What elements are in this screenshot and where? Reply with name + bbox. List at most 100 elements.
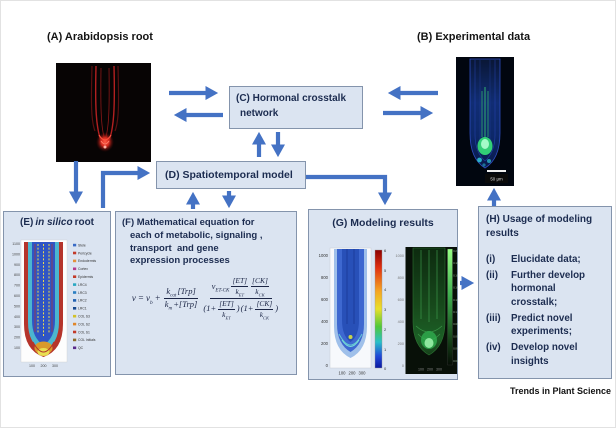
- box-hormonal-crosstalk-network: (C) Hormonal crosstalk network: [229, 86, 363, 129]
- svg-text:400: 400: [14, 315, 20, 319]
- arrow-d-to-g: [306, 174, 393, 206]
- svg-text:1000: 1000: [12, 252, 20, 256]
- svg-text:COL S3: COL S3: [78, 315, 90, 319]
- g-left-colorbar: [374, 249, 383, 369]
- svg-text:0.02: 0.02: [453, 359, 459, 363]
- journal-name: Trends in Plant Science: [509, 386, 611, 396]
- g-right-y-axis: 1000 800 600 400 200 0: [396, 254, 404, 368]
- panel-b-title: (B) Experimental data: [417, 31, 531, 43]
- svg-text:100: 100: [418, 368, 424, 372]
- svg-text:800: 800: [321, 275, 329, 280]
- panel-a-title: (A) Arabidopsis root: [47, 31, 153, 43]
- svg-text:4: 4: [384, 287, 387, 292]
- box-in-silico-root: (E) in silico root 1100 1000 900 800 700 6…: [3, 211, 111, 377]
- svg-text:200: 200: [321, 341, 329, 346]
- svg-text:100: 100: [29, 364, 35, 368]
- box-f-title-line: each of metabolic, signaling ,: [130, 229, 263, 241]
- svg-text:800: 800: [14, 273, 20, 277]
- box-h-items: (i) Elucidate data; (ii) Further develop…: [486, 253, 604, 368]
- svg-text:0.14: 0.14: [453, 286, 459, 290]
- svg-text:300: 300: [52, 364, 58, 368]
- rate-equation: v = vb + kcat [Trp] km +[Trp] vET-CK [ET] kE…: [131, 276, 279, 321]
- svg-text:400: 400: [398, 320, 404, 324]
- svg-text:COL S2: COL S2: [78, 322, 90, 326]
- scale-bar: [487, 170, 506, 172]
- modeling-results-heatmaps: 1000 800 600 400 200 0 100 200 300: [319, 247, 459, 376]
- arrow-e-to-d: [100, 165, 151, 208]
- h-item-num: (iii): [486, 312, 501, 324]
- h-item-num: (ii): [486, 270, 498, 282]
- box-usage-of-modeling-results: (H) Usage of modeling results (i) Elucid…: [478, 206, 612, 379]
- svg-text:1000: 1000: [319, 253, 329, 258]
- svg-text:0.16: 0.16: [453, 273, 459, 277]
- box-c-line1: (C) Hormonal crosstalk: [236, 93, 347, 104]
- red-fluorescence-root: [56, 63, 151, 162]
- box-e-title: (E) in silico root: [4, 217, 110, 228]
- box-modeling-results: (G) Modeling results: [308, 209, 459, 380]
- svg-text:900: 900: [14, 263, 20, 267]
- g-left-colorbar-ticks: 6 5 4 3 2 1 0: [384, 248, 387, 371]
- h-item-num: (i): [486, 254, 496, 265]
- svg-text:COL S1: COL S1: [78, 330, 90, 334]
- e-plot-x-axis: 100 200 300: [29, 364, 58, 368]
- g-right-colorbar: [447, 248, 453, 366]
- box-d-label: (D) Spatiotemporal model: [165, 169, 293, 181]
- g-left-root-heatmap: [334, 249, 367, 358]
- svg-text:300: 300: [436, 368, 442, 372]
- svg-text:500: 500: [14, 304, 20, 308]
- svg-text:6: 6: [384, 248, 387, 253]
- e-root-shape: [24, 242, 63, 357]
- svg-text:LRC2: LRC2: [78, 299, 87, 303]
- crosstalk-fraction: vET-CK [ET] kET [CK] kCK (1+ [ET] kET ) (1+…: [203, 276, 279, 321]
- svg-text:1100: 1100: [12, 242, 20, 246]
- svg-text:0.1: 0.1: [453, 310, 457, 314]
- svg-text:0.2: 0.2: [453, 249, 457, 253]
- box-g-title: (G) Modeling results: [332, 217, 434, 229]
- svg-text:LRC1: LRC1: [78, 307, 87, 311]
- svg-text:300: 300: [359, 371, 367, 376]
- h-item-text: Elucidate data;: [511, 254, 581, 265]
- svg-text:700: 700: [14, 284, 20, 288]
- box-c-line2: network: [240, 108, 279, 119]
- svg-text:200: 200: [427, 368, 433, 372]
- svg-text:0: 0: [384, 366, 387, 371]
- svg-text:Pericycle: Pericycle: [78, 251, 92, 255]
- svg-text:0.06: 0.06: [453, 334, 459, 338]
- box-e-suffix: root: [74, 217, 95, 228]
- box-e-prefix: (E): [19, 217, 34, 228]
- svg-text:400: 400: [321, 319, 329, 324]
- g-right-x-axis: 100 200 300: [418, 368, 442, 372]
- svg-text:200: 200: [349, 371, 357, 376]
- svg-text:100: 100: [14, 346, 20, 350]
- svg-text:200: 200: [398, 342, 404, 346]
- svg-text:3: 3: [384, 307, 387, 312]
- box-f-title-line: expression processes: [130, 255, 230, 267]
- svg-text:2: 2: [384, 327, 387, 332]
- svg-text:COL Initials: COL Initials: [78, 338, 96, 342]
- svg-text:Cortex: Cortex: [78, 267, 88, 271]
- box-e-italic: in silico: [35, 217, 73, 228]
- box-spatiotemporal-model: (D) Spatiotemporal model: [156, 161, 306, 189]
- h-item-text: Further develop hormonal crosstalk;: [511, 270, 586, 308]
- svg-text:Epidermis: Epidermis: [78, 275, 93, 279]
- svg-text:1: 1: [384, 347, 387, 352]
- confocal-root-image: 50 μm: [456, 57, 514, 186]
- experimental-data-image: 50 μm: [456, 57, 514, 186]
- g-left-x-axis: 100 200 300: [339, 371, 367, 376]
- g-left-y-axis: 1000 800 600 400 200 0: [319, 253, 329, 368]
- michaelis-menten-fraction: kcat [Trp] km +[Trp]: [164, 286, 198, 312]
- box-h-title: (H) Usage of modeling results: [486, 214, 593, 239]
- box-mathematical-equation: (F) Mathematical equation for each of me…: [115, 211, 297, 375]
- svg-text:200: 200: [14, 336, 20, 340]
- h-item-text: Predict novel experiments;: [511, 312, 573, 338]
- svg-text:5: 5: [384, 268, 387, 273]
- svg-text:300: 300: [14, 325, 20, 329]
- in-silico-root-plot: 1100 1000 900 800 700 600 500 400 300 20…: [12, 239, 96, 368]
- arabidopsis-root-image: [56, 63, 151, 162]
- g-right-colorbar-ticks: 0.2 0.18 0.16 0.14 0.12 0.1 0.08 0.06 0.…: [453, 249, 459, 363]
- svg-text:100: 100: [339, 371, 347, 376]
- svg-text:600: 600: [321, 297, 329, 302]
- svg-text:200: 200: [41, 364, 47, 368]
- box-f-title-line: (F) Mathematical equation for: [122, 217, 255, 228]
- svg-text:0.08: 0.08: [453, 322, 459, 326]
